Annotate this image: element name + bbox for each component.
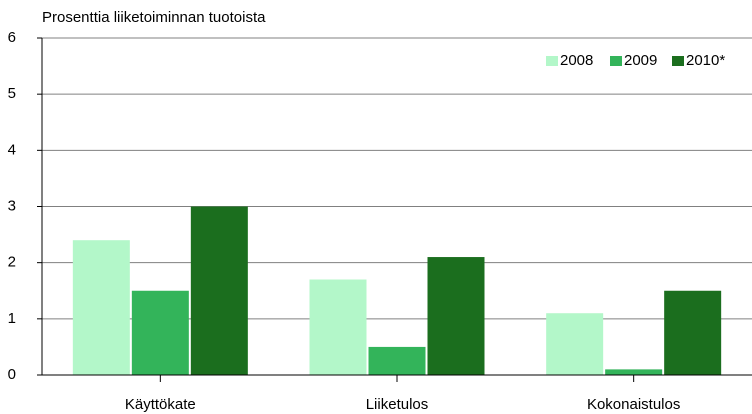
y-tick-label: 4 [8,141,16,158]
y-axis-label: Prosenttia liiketoiminnan tuotoista [42,9,266,26]
y-tick-label: 5 [8,85,16,102]
bar [605,369,663,375]
bar [72,240,130,375]
legend-label: 2008 [560,52,593,69]
y-tick-label: 3 [8,197,16,214]
legend-swatch [610,56,622,66]
bar [190,206,248,375]
bar [131,290,189,375]
x-tick-label: Kokonaistulos [587,396,680,413]
x-tick-label: Käyttökate [125,396,196,413]
y-tick-label: 1 [8,310,16,327]
legend-swatch [672,56,684,66]
bar [309,279,367,375]
y-tick-label: 2 [8,254,16,271]
legend-label: 2010* [686,52,725,69]
bar [427,257,485,375]
legend-label: 2009 [624,52,657,69]
bar [546,313,604,375]
y-tick-label: 0 [8,366,16,383]
legend-swatch [546,56,558,66]
x-tick-label: Liiketulos [366,396,429,413]
y-tick-label: 6 [8,29,16,46]
bar [664,290,722,375]
bar [368,346,426,375]
